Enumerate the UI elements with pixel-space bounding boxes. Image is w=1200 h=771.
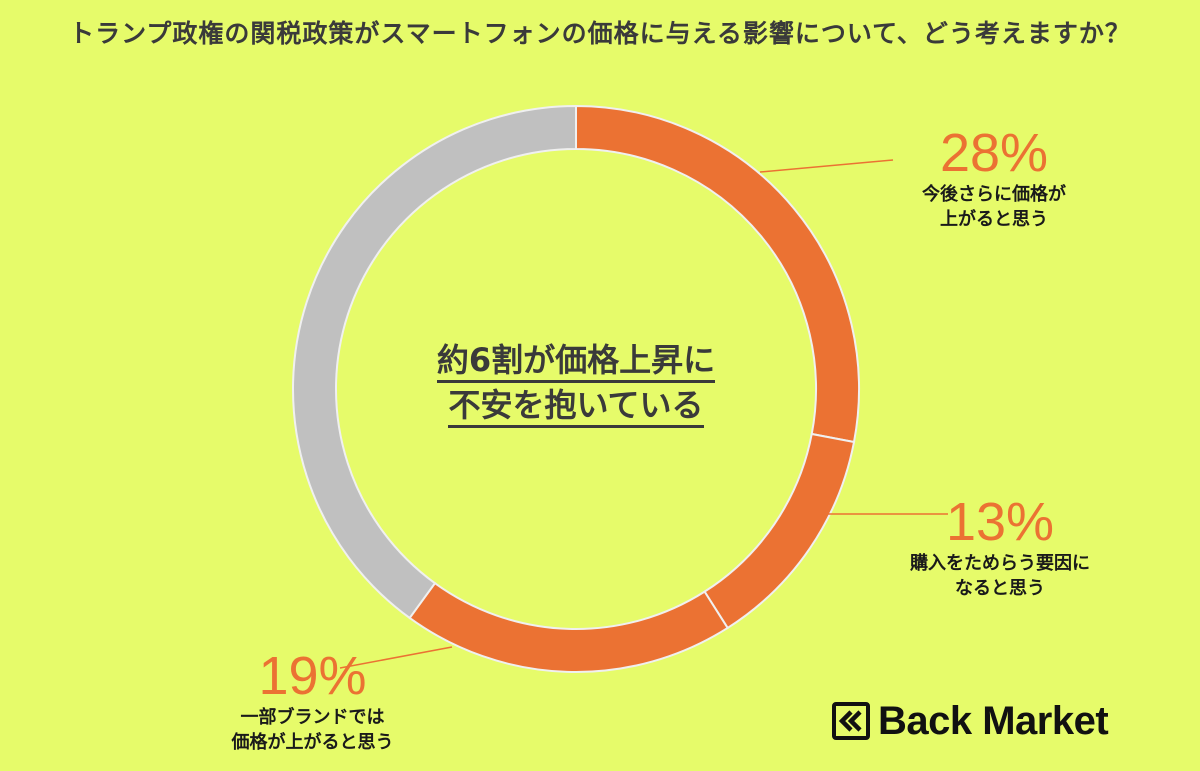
back-market-chevron-logo-icon (832, 702, 870, 740)
callout-13: 13% 購入をためらう要因に なると思う (885, 493, 1115, 601)
donut-slice-13 (703, 432, 856, 630)
legend-label-19-line2: 価格が上がると思う (231, 732, 394, 753)
data-label-19: 19% (258, 646, 367, 706)
legend-label-28-line2: 上がると思う (940, 209, 1048, 230)
leader-line-19 (339, 646, 453, 669)
callout-28: 28% 今後さらに価格が 上がると思う (880, 124, 1108, 232)
logo-text: Back Market (878, 698, 1109, 743)
back-market-logo: Back Market (832, 696, 1109, 746)
center-summary-line2: 不安を抱いている (448, 385, 704, 428)
legend-label-28-line1: 今後さらに価格が (922, 184, 1066, 205)
center-summary: 約6割が価格上昇に 不安を抱いている (395, 338, 757, 428)
center-summary-line1: 約6割が価格上昇に (436, 340, 716, 383)
callout-leader-lines (339, 159, 948, 669)
data-label-28: 28% (939, 123, 1049, 183)
legend-label-19-line1: 一部ブランドでは (240, 707, 385, 728)
donut-slice-remainder (292, 104, 577, 620)
chart-title: トランプ政権の関税政策がスマートフォンの価格に与える影響について、どう考えますか… (69, 19, 1131, 48)
data-label-13: 13% (945, 492, 1055, 552)
leader-line-28 (759, 159, 894, 173)
donut-ring (292, 104, 860, 673)
legend-label-13-line1: 購入をためらう要因に (910, 553, 1090, 574)
donut-slice-19 (408, 581, 730, 673)
callout-19: 19% 一部ブランドでは 価格が上がると思う (185, 647, 440, 755)
legend-label-13-line2: なると思う (955, 578, 1045, 599)
